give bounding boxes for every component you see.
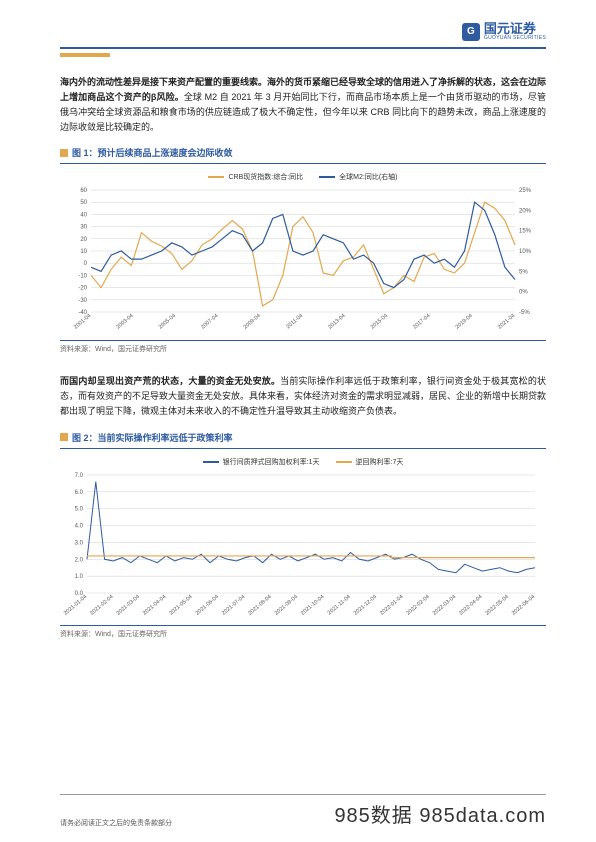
svg-text:40: 40 [80, 213, 87, 219]
svg-text:20%: 20% [519, 209, 532, 215]
figure2-title: 图 2：当前实际操作利率远低于政策利率 [60, 431, 546, 449]
svg-text:-5%: -5% [519, 310, 530, 316]
disclaimer: 请务必阅读正文之后的免责条款部分 [60, 818, 172, 828]
svg-text:-20: -20 [78, 286, 87, 292]
svg-text:3.0: 3.0 [75, 540, 84, 546]
svg-text:2021-12-04: 2021-12-04 [353, 594, 378, 617]
bullet-icon [60, 149, 68, 157]
header-accent [60, 53, 110, 57]
svg-text:2011-04: 2011-04 [285, 313, 304, 330]
svg-text:2021-04-04: 2021-04-04 [142, 594, 167, 617]
svg-text:2021-05-04: 2021-05-04 [168, 594, 193, 617]
legend-item: 银行间质押式回购加权利率:1天 [203, 457, 320, 467]
svg-text:2.0: 2.0 [75, 557, 84, 563]
svg-text:2022-03-04: 2022-03-04 [432, 594, 457, 617]
svg-text:2021-09-04: 2021-09-04 [274, 594, 299, 617]
figure2-legend: 银行间质押式回购加权利率:1天 逆回购利率:7天 [60, 457, 546, 467]
svg-text:1.0: 1.0 [75, 574, 84, 580]
svg-text:2021-04: 2021-04 [497, 313, 516, 331]
page-footer: 请务必阅读正文之后的免责条款部分 985数据 985data.com [60, 794, 546, 828]
svg-text:2017-04: 2017-04 [412, 313, 431, 331]
svg-text:2019-04: 2019-04 [455, 313, 474, 331]
figure2-source: 资料来源：Wind，国元证券研究所 [60, 625, 546, 639]
svg-text:30: 30 [80, 225, 87, 231]
page-header: G 国元证券 GUOYUAN SECURITIES [60, 22, 546, 41]
legend-item: CRB现货指数:综合:同比 [208, 172, 303, 182]
svg-text:4.0: 4.0 [75, 523, 84, 529]
svg-text:2021-08-04: 2021-08-04 [247, 594, 272, 617]
logo-en: GUOYUAN SECURITIES [484, 35, 546, 41]
figure1-chart: -40-30-20-100102030405060-5%0%5%10%15%20… [60, 186, 546, 338]
brand-logo: G 国元证券 GUOYUAN SECURITIES [462, 22, 546, 41]
svg-text:2005-04: 2005-04 [158, 313, 177, 331]
svg-text:10%: 10% [519, 249, 532, 255]
svg-text:2021-01-04: 2021-01-04 [63, 594, 88, 617]
svg-text:2021-02-04: 2021-02-04 [89, 594, 114, 617]
svg-text:2009-04: 2009-04 [243, 313, 262, 331]
svg-text:-30: -30 [78, 298, 87, 304]
svg-text:10: 10 [80, 249, 87, 255]
svg-text:2007-04: 2007-04 [200, 313, 219, 331]
svg-text:2021-11-04: 2021-11-04 [327, 594, 352, 616]
svg-text:0: 0 [84, 262, 88, 268]
figure1-source: 资料来源：Wind，国元证券研究所 [60, 340, 546, 354]
svg-text:20: 20 [80, 237, 87, 243]
legend-item: 逆回购利率:7天 [336, 457, 404, 467]
svg-text:2022-01-04: 2022-01-04 [379, 594, 404, 617]
legend-item: 全球M2:同比(右轴) [319, 172, 397, 182]
svg-text:6.0: 6.0 [75, 490, 84, 496]
svg-text:0%: 0% [519, 290, 528, 296]
paragraph-1: 海内外的流动性差异是接下来资产配置的重要线索。海外的货币紧缩已经导致全球的信用进… [60, 75, 546, 134]
svg-text:2021-07-04: 2021-07-04 [221, 594, 246, 617]
svg-text:60: 60 [80, 188, 87, 194]
svg-text:15%: 15% [519, 229, 532, 235]
svg-text:5%: 5% [519, 270, 528, 276]
svg-text:2003-04: 2003-04 [115, 313, 134, 331]
svg-text:2021-10-04: 2021-10-04 [300, 594, 325, 617]
svg-text:2015-04: 2015-04 [370, 313, 389, 331]
svg-text:5.0: 5.0 [75, 507, 84, 513]
svg-text:7.0: 7.0 [75, 473, 84, 479]
figure2-chart: 0.01.02.03.04.05.06.07.02021-01-042021-0… [60, 471, 546, 623]
svg-text:2022-04-04: 2022-04-04 [458, 594, 483, 617]
svg-text:50: 50 [80, 201, 87, 207]
bullet-icon [60, 433, 68, 441]
logo-icon: G [462, 23, 480, 41]
svg-text:2021-06-04: 2021-06-04 [195, 594, 220, 617]
figure1-legend: CRB现货指数:综合:同比 全球M2:同比(右轴) [60, 172, 546, 182]
header-divider [60, 47, 546, 49]
svg-text:2022-06-04: 2022-06-04 [511, 594, 536, 617]
svg-text:2013-04: 2013-04 [327, 313, 346, 331]
svg-text:2021-03-04: 2021-03-04 [116, 594, 141, 617]
svg-text:-10: -10 [78, 274, 87, 280]
svg-text:25%: 25% [519, 188, 532, 194]
watermark: 985数据 985data.com [334, 799, 546, 828]
paragraph-2: 而国内却呈现出资产荒的状态，大量的资金无处安放。当前实际操作利率远低于政策利率，… [60, 374, 546, 419]
figure1-title: 图 1：预计后续商品上涨速度会边际收敛 [60, 146, 546, 164]
svg-text:2022-02-04: 2022-02-04 [405, 594, 430, 617]
logo-cn: 国元证券 [484, 22, 546, 35]
svg-text:2022-05-04: 2022-05-04 [485, 594, 510, 617]
